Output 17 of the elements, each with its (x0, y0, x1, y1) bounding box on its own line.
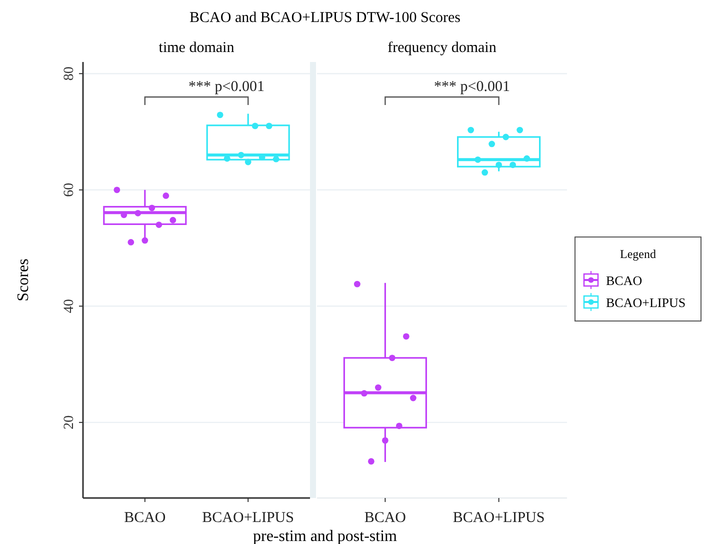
chart-title: BCAO and BCAO+LIPUS DTW-100 Scores (190, 10, 461, 26)
x-tick-label: BCAO+LIPUS (452, 510, 545, 526)
chart-subtitle: time domain (158, 40, 235, 56)
y-tick-label: 40 (62, 299, 77, 314)
y-tick-label: 20 (62, 415, 77, 430)
legend-label: BCAO+LIPUS (606, 295, 686, 310)
y-tick-label: 80 (62, 66, 77, 81)
x-tick-label: BCAO+LIPUS (202, 510, 294, 526)
y-tick-label: 60 (62, 182, 77, 197)
legend-title: Legend (620, 247, 656, 261)
annotation: *** p<0.001 (188, 79, 264, 95)
y-axis-title: Scores (15, 258, 32, 302)
x-tick-label: BCAO (124, 510, 166, 526)
legend-label: BCAO (606, 273, 642, 288)
chart-subtitle: frequency domain (388, 40, 497, 56)
annotation: *** p<0.001 (434, 79, 510, 95)
x-tick-label: BCAO (364, 510, 406, 526)
